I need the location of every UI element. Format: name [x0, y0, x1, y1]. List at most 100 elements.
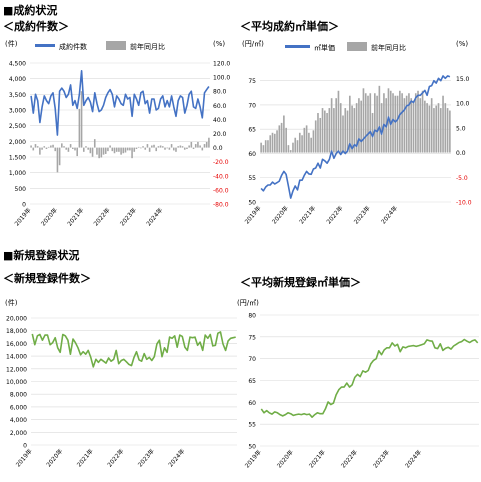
- p2-legend: ㎡単価 前年同月比: [285, 42, 406, 52]
- bar: [34, 144, 37, 148]
- p2-legend-line-swatch: [285, 45, 310, 48]
- bar: [260, 142, 262, 153]
- bar: [374, 93, 376, 153]
- bar: [43, 146, 46, 148]
- bar: [133, 147, 136, 152]
- x-tick-label: 2020年: [270, 204, 290, 225]
- y-tick-label: 10,000: [6, 379, 27, 386]
- bar: [91, 147, 94, 157]
- bar: [111, 147, 114, 152]
- bar: [262, 145, 265, 153]
- bar: [433, 108, 435, 153]
- p1-right-unit: (%): [213, 40, 225, 48]
- bar: [146, 144, 149, 148]
- bar: [129, 147, 131, 151]
- bar: [120, 147, 122, 155]
- bar: [205, 141, 208, 148]
- bar: [283, 115, 285, 153]
- bar: [98, 147, 100, 159]
- x-tick-label: 2021年: [66, 206, 86, 227]
- bar: [104, 147, 107, 154]
- bar: [76, 147, 78, 157]
- bar: [267, 140, 269, 153]
- bar: [188, 145, 190, 148]
- y-tick-label: 3,500: [9, 92, 26, 99]
- bar: [54, 147, 57, 152]
- bar: [175, 147, 177, 152]
- bar: [446, 108, 449, 153]
- bar: [201, 147, 204, 151]
- y-tick-label: 50: [248, 200, 256, 207]
- bar: [172, 147, 175, 151]
- bar: [317, 113, 319, 153]
- bar: [170, 144, 173, 148]
- bar: [414, 93, 417, 153]
- bar: [328, 108, 331, 153]
- y-tick-label: 18,000: [6, 328, 27, 335]
- x-tick-label: 2022年: [339, 448, 359, 469]
- section-title-contracts: ■成約状況: [3, 3, 57, 17]
- bar: [298, 132, 301, 153]
- bar: [85, 146, 87, 148]
- panel-title-contracts: ＜成約件数＞: [3, 19, 69, 33]
- y-tick-label: 60: [248, 400, 256, 407]
- bar: [113, 147, 116, 154]
- y-tick-label: 6,000: [10, 404, 27, 411]
- y-right-tick-label: -60.0: [213, 187, 229, 194]
- x-tick-label: 2020年: [39, 206, 59, 227]
- bar: [424, 100, 426, 153]
- y-right-tick-label: -5.0: [456, 175, 468, 182]
- x-tick-label: 2019年: [13, 206, 33, 227]
- x-tick-label: 2019年: [243, 204, 263, 225]
- bar: [392, 93, 394, 153]
- bar: [269, 135, 272, 153]
- bar: [159, 145, 162, 148]
- bar: [166, 147, 168, 149]
- bar: [144, 147, 147, 150]
- bar: [378, 85, 381, 153]
- bar: [107, 147, 109, 152]
- bar: [36, 146, 39, 148]
- bar: [157, 146, 160, 148]
- y-tick-label: 4,500: [9, 61, 26, 68]
- x-tick-label: 2020年: [275, 448, 295, 469]
- bar: [89, 147, 92, 154]
- bar: [449, 110, 451, 153]
- bar: [412, 100, 415, 153]
- bar: [355, 103, 358, 153]
- bar: [342, 115, 344, 153]
- bar: [190, 141, 193, 148]
- y-tick-label: 500: [15, 186, 27, 193]
- bar: [39, 147, 41, 155]
- y-right-tick-label: 120.0: [213, 61, 230, 68]
- y-tick-label: 0: [22, 202, 26, 209]
- bar: [303, 127, 306, 153]
- bar: [273, 133, 276, 153]
- bar: [437, 103, 440, 153]
- bar: [58, 147, 61, 166]
- panel-title-new-listings: ＜新規登録件数＞: [3, 271, 91, 285]
- p1-legend-bar-label: 前年同月比: [130, 42, 165, 51]
- p1-legend: 成約件数 前年同月比: [35, 41, 165, 51]
- y-tick-label: 80: [248, 313, 256, 320]
- y-right-tick-label: 0.0: [213, 145, 223, 152]
- bar: [148, 147, 151, 152]
- bar: [337, 90, 340, 153]
- bar: [192, 147, 195, 150]
- p1-legend-line-swatch: [35, 44, 55, 47]
- x-tick-label: 2023年: [352, 204, 372, 225]
- x-tick-label: 2022年: [325, 204, 345, 225]
- y-tick-label: 70: [248, 102, 256, 109]
- bar: [197, 141, 199, 148]
- bar: [296, 140, 299, 153]
- bar: [421, 90, 424, 153]
- bar: [61, 143, 63, 148]
- bar: [280, 122, 283, 153]
- y-tick-label: 75: [248, 78, 256, 85]
- bar: [186, 147, 188, 150]
- bar: [276, 130, 278, 153]
- y-tick-label: 55: [248, 422, 256, 429]
- bar: [439, 108, 442, 153]
- bar: [124, 147, 127, 153]
